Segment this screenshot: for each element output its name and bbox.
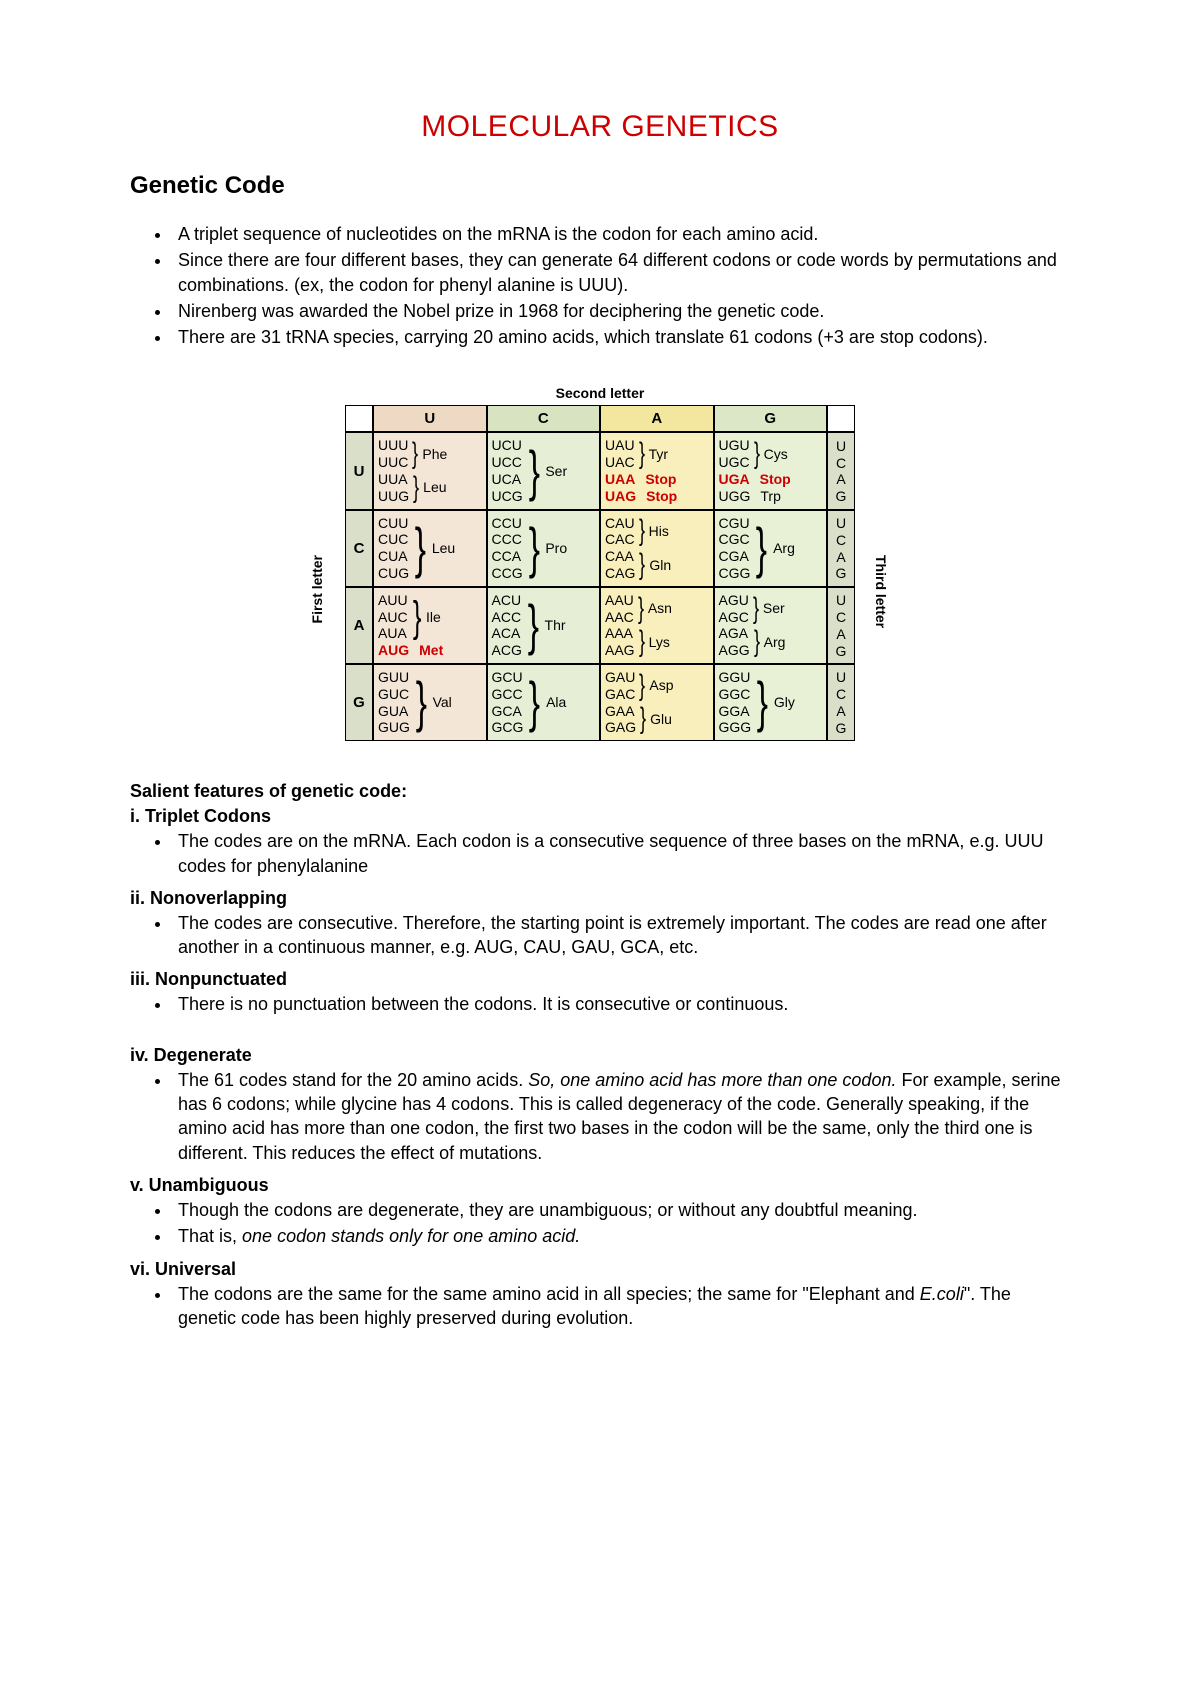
codon-cell: UUUUUC}PheUUAUUG}Leu [373,432,487,509]
codon-grid: UCAGUUUUUUC}PheUUAUUG}LeuUCUUCCUCAUCG}Se… [345,405,855,741]
features-section: Salient features of genetic code: i. Tri… [130,781,1070,1330]
codon-cell: UAUUAC}TyrUAAStopUAGStop [600,432,714,509]
row-header: U [345,432,373,509]
intro-list: A triplet sequence of nucleotides on the… [172,222,1070,349]
feature-heading: iv. Degenerate [130,1045,1070,1066]
features-body: i. Triplet CodonsThe codes are on the mR… [130,806,1070,1330]
feature-list: The codes are on the mRNA. Each codon is… [172,829,1070,878]
feature-heading: vi. Universal [130,1259,1070,1280]
feature-bullet: The codes are on the mRNA. Each codon is… [172,829,1070,878]
codon-cell: CCUCCCCCACCG}Pro [487,510,601,587]
codon-cell: GGUGGCGGAGGG}Gly [714,664,828,741]
codon-cell: UGUUGC}CysUGAStopUGGTrp [714,432,828,509]
feature-bullet: There is no punctuation between the codo… [172,992,1070,1016]
codon-cell: AGUAGC}SerAGAAGG}Arg [714,587,828,664]
feature-list: Though the codons are degenerate, they a… [172,1198,1070,1249]
row-header: G [345,664,373,741]
col-header: G [714,405,828,432]
row-header: A [345,587,373,664]
feature-list: The 61 codes stand for the 20 amino acid… [172,1068,1070,1165]
feature-list: The codons are the same for the same ami… [172,1282,1070,1331]
page: MOLECULAR GENETICS Genetic Code A triple… [0,0,1200,1698]
col-header: U [373,405,487,432]
codon-cell: CGUCGCCGACGG}Arg [714,510,828,587]
feature-list: The codes are consecutive. Therefore, th… [172,911,1070,960]
intro-bullet: There are 31 tRNA species, carrying 20 a… [172,325,1070,349]
feature-bullet: The codons are the same for the same ami… [172,1282,1070,1331]
feature-bullet: The codes are consecutive. Therefore, th… [172,911,1070,960]
feature-heading: i. Triplet Codons [130,806,1070,827]
intro-bullet: A triplet sequence of nucleotides on the… [172,222,1070,246]
row-header: C [345,510,373,587]
codon-table: Second letter First letter Third letter … [345,385,855,741]
col-header: C [487,405,601,432]
feature-list: There is no punctuation between the codo… [172,992,1070,1016]
codon-cell: GUUGUCGUAGUG}Val [373,664,487,741]
features-title: Salient features of genetic code: [130,781,1070,802]
second-letter-label: Second letter [345,385,855,401]
third-letter-label: Third letter [873,555,889,628]
intro-bullet: Nirenberg was awarded the Nobel prize in… [172,299,1070,323]
first-letter-label: First letter [309,555,325,623]
codon-cell: CUUCUCCUACUG}Leu [373,510,487,587]
third-letter-column: UCAG [827,510,855,587]
codon-cell: AUUAUCAUA}IleAUGMet [373,587,487,664]
feature-bullet: Though the codons are degenerate, they a… [172,1198,1070,1222]
feature-heading: v. Unambiguous [130,1175,1070,1196]
codon-cell: GAUGAC}AspGAAGAG}Glu [600,664,714,741]
third-letter-column: UCAG [827,432,855,509]
subtitle: Genetic Code [130,172,1070,200]
codon-cell: GCUGCCGCAGCG}Ala [487,664,601,741]
feature-heading: iii. Nonpunctuated [130,969,1070,990]
third-letter-column: UCAG [827,587,855,664]
third-letter-column: UCAG [827,664,855,741]
page-title: MOLECULAR GENETICS [130,110,1070,144]
col-header: A [600,405,714,432]
codon-cell: UCUUCCUCAUCG}Ser [487,432,601,509]
feature-bullet: The 61 codes stand for the 20 amino acid… [172,1068,1070,1165]
codon-cell: ACUACCACAACG}Thr [487,587,601,664]
feature-bullet: That is, one codon stands only for one a… [172,1224,1070,1248]
feature-heading: ii. Nonoverlapping [130,888,1070,909]
codon-cell: CAUCAC}HisCAACAG}Gln [600,510,714,587]
codon-cell: AAUAAC}AsnAAAAAG}Lys [600,587,714,664]
intro-bullet: Since there are four different bases, th… [172,248,1070,297]
